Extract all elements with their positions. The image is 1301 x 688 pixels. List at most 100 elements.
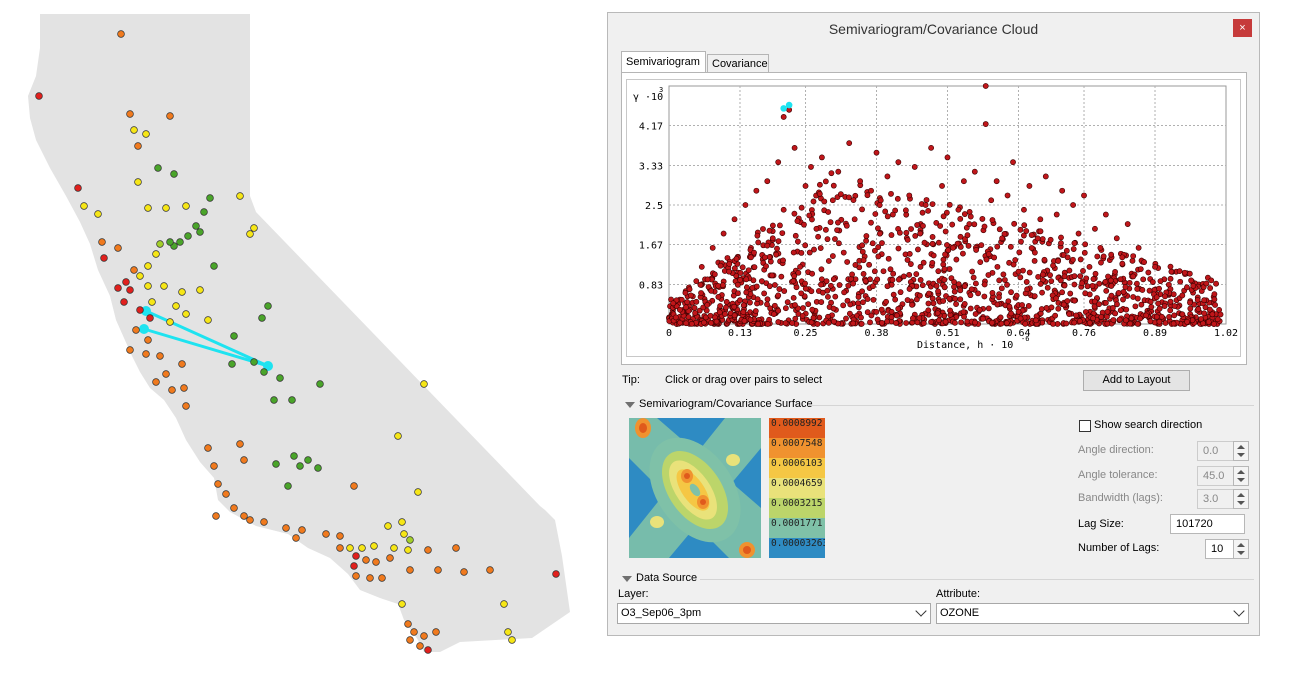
station-point[interactable] xyxy=(148,298,156,306)
station-point[interactable] xyxy=(260,368,268,376)
cloud-point[interactable] xyxy=(686,286,693,293)
cloud-point[interactable] xyxy=(672,314,679,321)
angle-direction-input[interactable]: 0.0 xyxy=(1197,441,1237,461)
cloud-point[interactable] xyxy=(957,216,964,222)
cloud-point[interactable] xyxy=(802,242,809,249)
cloud-point[interactable] xyxy=(952,319,958,326)
station-point[interactable] xyxy=(390,544,398,552)
cloud-point[interactable] xyxy=(942,318,949,325)
cloud-point[interactable] xyxy=(1104,313,1110,320)
cloud-point[interactable] xyxy=(894,195,901,202)
cloud-point[interactable] xyxy=(827,219,834,226)
cloud-point[interactable] xyxy=(769,235,776,242)
cloud-point[interactable] xyxy=(772,282,778,288)
selected-station[interactable] xyxy=(141,306,151,316)
cloud-point[interactable] xyxy=(940,213,947,220)
station-point[interactable] xyxy=(162,370,170,378)
cloud-point[interactable] xyxy=(764,296,771,303)
cloud-point[interactable] xyxy=(884,173,891,180)
cloud-point[interactable] xyxy=(790,294,797,301)
cloud-point[interactable] xyxy=(1137,266,1144,273)
cloud-point[interactable] xyxy=(1212,302,1218,308)
cloud-point[interactable] xyxy=(697,281,704,288)
cloud-point[interactable] xyxy=(915,246,921,253)
cloud-point[interactable] xyxy=(832,236,838,242)
station-point[interactable] xyxy=(358,544,366,552)
cloud-point[interactable] xyxy=(817,181,823,188)
cloud-point[interactable] xyxy=(798,290,805,297)
cloud-point[interactable] xyxy=(798,204,805,211)
station-point[interactable] xyxy=(434,566,442,574)
cloud-point[interactable] xyxy=(1059,289,1066,296)
bandwidth-input[interactable]: 3.0 xyxy=(1197,489,1237,509)
cloud-point[interactable] xyxy=(775,319,782,325)
cloud-point[interactable] xyxy=(802,183,809,189)
cloud-point[interactable] xyxy=(698,263,705,270)
station-point[interactable] xyxy=(204,444,212,452)
cloud-point[interactable] xyxy=(716,309,723,316)
selected-point[interactable] xyxy=(780,105,787,112)
station-point[interactable] xyxy=(168,386,176,394)
cloud-point[interactable] xyxy=(859,248,866,255)
cloud-point[interactable] xyxy=(1092,225,1098,232)
cloud-point[interactable] xyxy=(989,319,995,326)
cloud-point[interactable] xyxy=(747,299,753,306)
cloud-point[interactable] xyxy=(929,240,936,247)
cloud-point[interactable] xyxy=(967,305,974,312)
cloud-point[interactable] xyxy=(1184,284,1190,291)
station-point[interactable] xyxy=(400,530,408,538)
cloud-point[interactable] xyxy=(906,192,913,199)
cloud-point[interactable] xyxy=(711,271,718,278)
station-point[interactable] xyxy=(486,566,494,574)
cloud-point[interactable] xyxy=(875,225,881,232)
cloud-point[interactable] xyxy=(1031,257,1038,264)
cloud-point[interactable] xyxy=(909,315,916,322)
cloud-point[interactable] xyxy=(906,250,913,257)
cloud-point[interactable] xyxy=(682,289,689,296)
cloud-point[interactable] xyxy=(1120,296,1126,303)
cloud-point[interactable] xyxy=(951,288,958,295)
cloud-point[interactable] xyxy=(930,300,937,307)
cloud-point[interactable] xyxy=(1166,314,1172,320)
cloud-point[interactable] xyxy=(1167,275,1174,282)
cloud-point[interactable] xyxy=(1006,303,1013,310)
cloud-point[interactable] xyxy=(769,272,775,279)
cloud-point[interactable] xyxy=(908,226,914,232)
cloud-point[interactable] xyxy=(955,206,962,213)
cloud-point[interactable] xyxy=(1021,206,1027,213)
cloud-point[interactable] xyxy=(858,320,865,327)
cloud-point[interactable] xyxy=(825,319,832,326)
cloud-point[interactable] xyxy=(782,305,789,312)
cloud-point[interactable] xyxy=(1098,314,1105,320)
cloud-point[interactable] xyxy=(981,281,988,288)
cloud-point[interactable] xyxy=(792,302,798,308)
cloud-point[interactable] xyxy=(1105,273,1111,280)
station-point[interactable] xyxy=(372,558,380,566)
cloud-point[interactable] xyxy=(996,294,1002,301)
cloud-point[interactable] xyxy=(1130,253,1137,259)
station-point[interactable] xyxy=(136,306,144,314)
station-point[interactable] xyxy=(126,346,134,354)
station-point[interactable] xyxy=(212,512,220,520)
cloud-point[interactable] xyxy=(979,315,986,322)
cloud-point[interactable] xyxy=(780,257,786,264)
station-point[interactable] xyxy=(222,490,230,498)
cloud-point[interactable] xyxy=(1066,267,1073,274)
cloud-point[interactable] xyxy=(857,178,864,185)
cloud-point[interactable] xyxy=(960,250,966,257)
station-point[interactable] xyxy=(35,92,43,100)
cloud-point[interactable] xyxy=(895,159,902,166)
cloud-point[interactable] xyxy=(1141,259,1147,266)
cloud-point[interactable] xyxy=(972,311,979,317)
cloud-point[interactable] xyxy=(1061,273,1068,280)
angle-tolerance-input[interactable]: 45.0 xyxy=(1197,466,1237,486)
cloud-point[interactable] xyxy=(1153,313,1160,320)
cloud-point[interactable] xyxy=(824,287,831,294)
cloud-point[interactable] xyxy=(887,266,894,273)
station-point[interactable] xyxy=(144,336,152,344)
point-cloud[interactable] xyxy=(666,83,1224,327)
cloud-point[interactable] xyxy=(960,309,967,315)
cloud-point[interactable] xyxy=(985,305,992,312)
cloud-point[interactable] xyxy=(825,293,831,300)
cloud-point[interactable] xyxy=(851,216,858,223)
